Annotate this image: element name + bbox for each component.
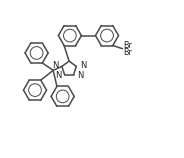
Text: N: N (52, 61, 58, 70)
Text: Br: Br (123, 41, 132, 50)
Text: N: N (80, 61, 86, 70)
Text: N: N (55, 71, 61, 80)
Text: N: N (77, 71, 83, 80)
Text: Br: Br (123, 48, 132, 57)
